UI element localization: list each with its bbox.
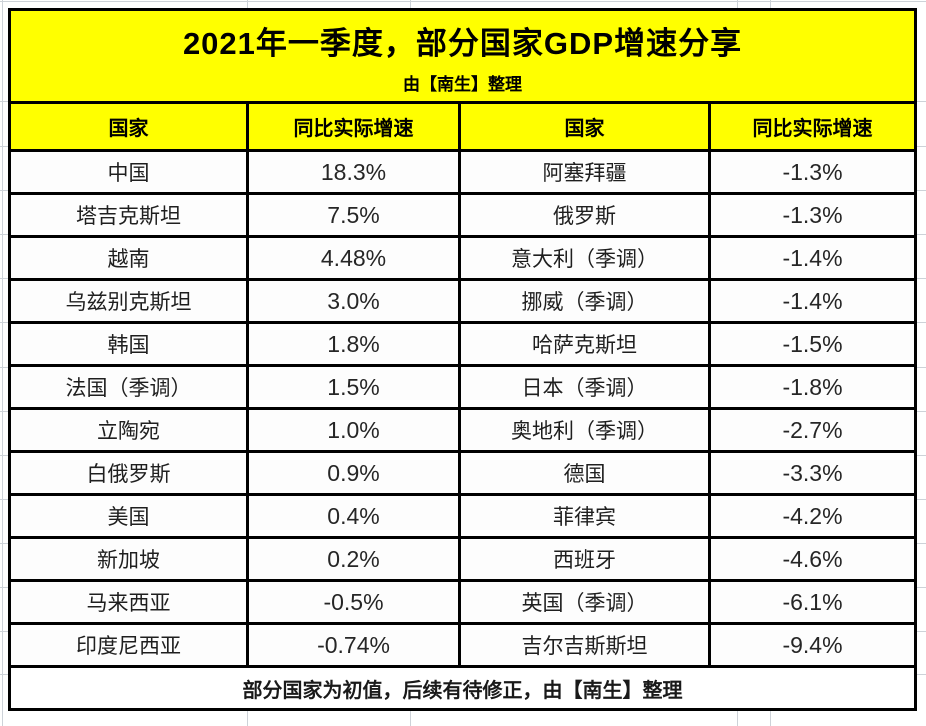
table-row: 塔吉克斯坦 7.5% 俄罗斯 -1.3% [8, 192, 918, 238]
gdp-growth-table: 2021年一季度，部分国家GDP增速分享 由【南生】整理 国家 同比实际增速 国… [7, 8, 918, 711]
country-cell: 美国 [8, 493, 249, 539]
country-cell: 吉尔吉斯斯坦 [458, 622, 711, 668]
country-cell: 日本（季调） [458, 364, 711, 410]
table-title: 2021年一季度，部分国家GDP增速分享 [182, 26, 743, 62]
sheet-gridline-vertical [2, 0, 3, 726]
value-cell: -0.74% [246, 622, 461, 668]
value-cell: 18.3% [246, 149, 461, 195]
country-cell: 阿塞拜疆 [458, 149, 711, 195]
country-cell: 挪威（季调） [458, 278, 711, 324]
value-cell: -6.1% [707, 579, 918, 625]
table-row: 马来西亚 -0.5% 英国（季调） -6.1% [8, 579, 918, 625]
country-cell: 印度尼西亚 [8, 622, 249, 668]
country-cell: 奥地利（季调） [458, 407, 711, 453]
value-cell: -1.8% [707, 364, 918, 410]
country-cell: 西班牙 [458, 536, 711, 582]
country-cell: 法国（季调） [8, 364, 249, 410]
header-row: 国家 同比实际增速 国家 同比实际增速 [8, 101, 918, 152]
sheet-gridline-horizontal [0, 1, 926, 2]
value-cell: 1.5% [246, 364, 461, 410]
country-cell: 乌兹别克斯坦 [8, 278, 249, 324]
country-cell: 意大利（季调） [458, 235, 711, 281]
country-cell: 越南 [8, 235, 249, 281]
value-cell: 0.9% [246, 450, 461, 496]
value-cell: -2.7% [707, 407, 918, 453]
table-title-cell: 2021年一季度，部分国家GDP增速分享 由【南生】整理 [7, 8, 918, 104]
country-cell: 塔吉克斯坦 [8, 192, 249, 238]
column-header-country-right: 国家 [458, 101, 711, 152]
value-cell: 0.2% [246, 536, 461, 582]
table-row: 韩国 1.8% 哈萨克斯坦 -1.5% [8, 321, 918, 367]
country-cell: 菲律宾 [458, 493, 711, 539]
value-cell: -1.5% [707, 321, 918, 367]
table-row: 乌兹别克斯坦 3.0% 挪威（季调） -1.4% [8, 278, 918, 324]
title-row: 2021年一季度，部分国家GDP增速分享 由【南生】整理 [7, 8, 918, 104]
value-cell: -1.3% [707, 149, 918, 195]
table-subtitle: 由【南生】整理 [403, 74, 522, 94]
footnote-row: 部分国家为初值，后续有待修正，由【南生】整理 [7, 665, 918, 711]
country-cell: 立陶宛 [8, 407, 249, 453]
table-row: 印度尼西亚 -0.74% 吉尔吉斯斯坦 -9.4% [8, 622, 918, 668]
country-cell: 白俄罗斯 [8, 450, 249, 496]
table-footnote: 部分国家为初值，后续有待修正，由【南生】整理 [7, 665, 918, 711]
value-cell: 0.4% [246, 493, 461, 539]
value-cell: 4.48% [246, 235, 461, 281]
value-cell: 1.0% [246, 407, 461, 453]
table-row: 越南 4.48% 意大利（季调） -1.4% [8, 235, 918, 281]
table-row: 中国 18.3% 阿塞拜疆 -1.3% [8, 149, 918, 195]
country-cell: 哈萨克斯坦 [458, 321, 711, 367]
value-cell: -9.4% [707, 622, 918, 668]
country-cell: 新加坡 [8, 536, 249, 582]
column-header-growth-right: 同比实际增速 [707, 101, 918, 152]
value-cell: -1.4% [707, 235, 918, 281]
table-row: 新加坡 0.2% 西班牙 -4.6% [8, 536, 918, 582]
value-cell: 3.0% [246, 278, 461, 324]
column-header-growth-left: 同比实际增速 [246, 101, 461, 152]
value-cell: -1.4% [707, 278, 918, 324]
country-cell: 德国 [458, 450, 711, 496]
country-cell: 俄罗斯 [458, 192, 711, 238]
value-cell: -3.3% [707, 450, 918, 496]
table-row: 白俄罗斯 0.9% 德国 -3.3% [8, 450, 918, 496]
value-cell: -4.2% [707, 493, 918, 539]
country-cell: 英国（季调） [458, 579, 711, 625]
country-cell: 韩国 [8, 321, 249, 367]
country-cell: 马来西亚 [8, 579, 249, 625]
table-row: 美国 0.4% 菲律宾 -4.2% [8, 493, 918, 539]
table-row: 法国（季调） 1.5% 日本（季调） -1.8% [8, 364, 918, 410]
column-header-country-left: 国家 [8, 101, 249, 152]
value-cell: -4.6% [707, 536, 918, 582]
value-cell: 7.5% [246, 192, 461, 238]
value-cell: -0.5% [246, 579, 461, 625]
table-row: 立陶宛 1.0% 奥地利（季调） -2.7% [8, 407, 918, 453]
value-cell: 1.8% [246, 321, 461, 367]
value-cell: -1.3% [707, 192, 918, 238]
country-cell: 中国 [8, 149, 249, 195]
